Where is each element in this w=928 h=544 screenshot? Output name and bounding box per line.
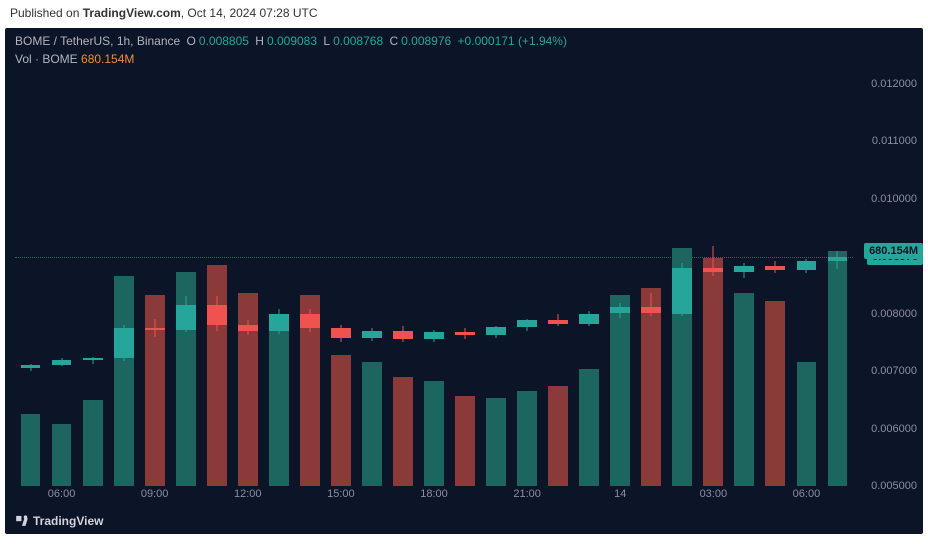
candlestick [517,72,537,486]
volume-tag: 680.154M [864,243,923,259]
tradingview-logo-icon [15,513,29,527]
brand-text: TradingView [33,514,103,528]
candlestick [331,72,351,486]
y-tick: 0.005000 [871,480,917,492]
x-tick: 21:00 [513,488,541,500]
candlestick [362,72,382,486]
candlestick [455,72,475,486]
ohlc-change: +0.000171 (+1.94%) [458,34,567,48]
symbol-label: BOME / TetherUS, 1h, Binance [15,34,180,48]
candlestick [114,72,134,486]
y-tick: 0.011000 [872,135,917,147]
x-tick: 18:00 [420,488,448,500]
candlestick [424,72,444,486]
chart-container: BOME / TetherUS, 1h, Binance O0.008805 H… [5,28,923,534]
y-tick: 0.012000 [871,78,917,90]
candlestick [797,72,817,486]
published-suffix: , Oct 14, 2024 07:28 UTC [181,6,318,20]
ohlc-header: BOME / TetherUS, 1h, Binance O0.008805 H… [15,34,570,48]
x-tick: 09:00 [141,488,169,500]
candlestick [176,72,196,486]
x-axis: 06:00 09:00 12:00 15:00 18:00 21:00 14 03:00 06:… [15,488,853,506]
candlestick [610,72,630,486]
ohlc-h-label: H [255,34,264,48]
candlestick [486,72,506,486]
ohlc-o-label: O [187,34,196,48]
brand-footer: TradingView [15,513,103,528]
x-tick: 14 [614,488,626,500]
volume-value: 680.154M [81,52,134,66]
y-tick: 0.006000 [871,423,917,435]
candlestick [828,72,848,486]
y-tick: 0.008000 [871,308,917,320]
candlestick [548,72,568,486]
ohlc-l-val: 0.008768 [333,34,383,48]
y-tick: 0.007000 [871,365,917,377]
candlestick [641,72,661,486]
x-tick: 15:00 [327,488,355,500]
y-tick: 0.010000 [871,193,917,205]
x-tick: 03:00 [700,488,728,500]
candlestick [21,72,41,486]
ohlc-o-val: 0.008805 [199,34,249,48]
candlestick [238,72,258,486]
candlestick [734,72,754,486]
volume-label: Vol · BOME [15,52,78,66]
candlestick [145,72,165,486]
published-bar: Published on TradingView.com, Oct 14, 20… [0,0,928,28]
y-axis: 0.0120000.0110000.0100000.0090000.008000… [853,72,923,486]
candlestick [672,72,692,486]
ohlc-h-val: 0.009083 [267,34,317,48]
candlestick [579,72,599,486]
x-tick: 06:00 [793,488,821,500]
candlestick [207,72,227,486]
ohlc-l-label: L [323,34,330,48]
candlestick [83,72,103,486]
x-tick: 12:00 [234,488,262,500]
candlestick [703,72,723,486]
candlestick [300,72,320,486]
x-tick: 06:00 [48,488,76,500]
volume-header: Vol · BOME 680.154M [15,52,134,66]
published-site: TradingView.com [83,6,181,20]
ohlc-c-label: C [389,34,398,48]
candlestick [765,72,785,486]
ohlc-c-val: 0.008976 [401,34,451,48]
plot-area[interactable] [15,72,853,486]
candlestick [269,72,289,486]
published-prefix: Published on [10,6,83,20]
candlestick [393,72,413,486]
candlestick [52,72,72,486]
